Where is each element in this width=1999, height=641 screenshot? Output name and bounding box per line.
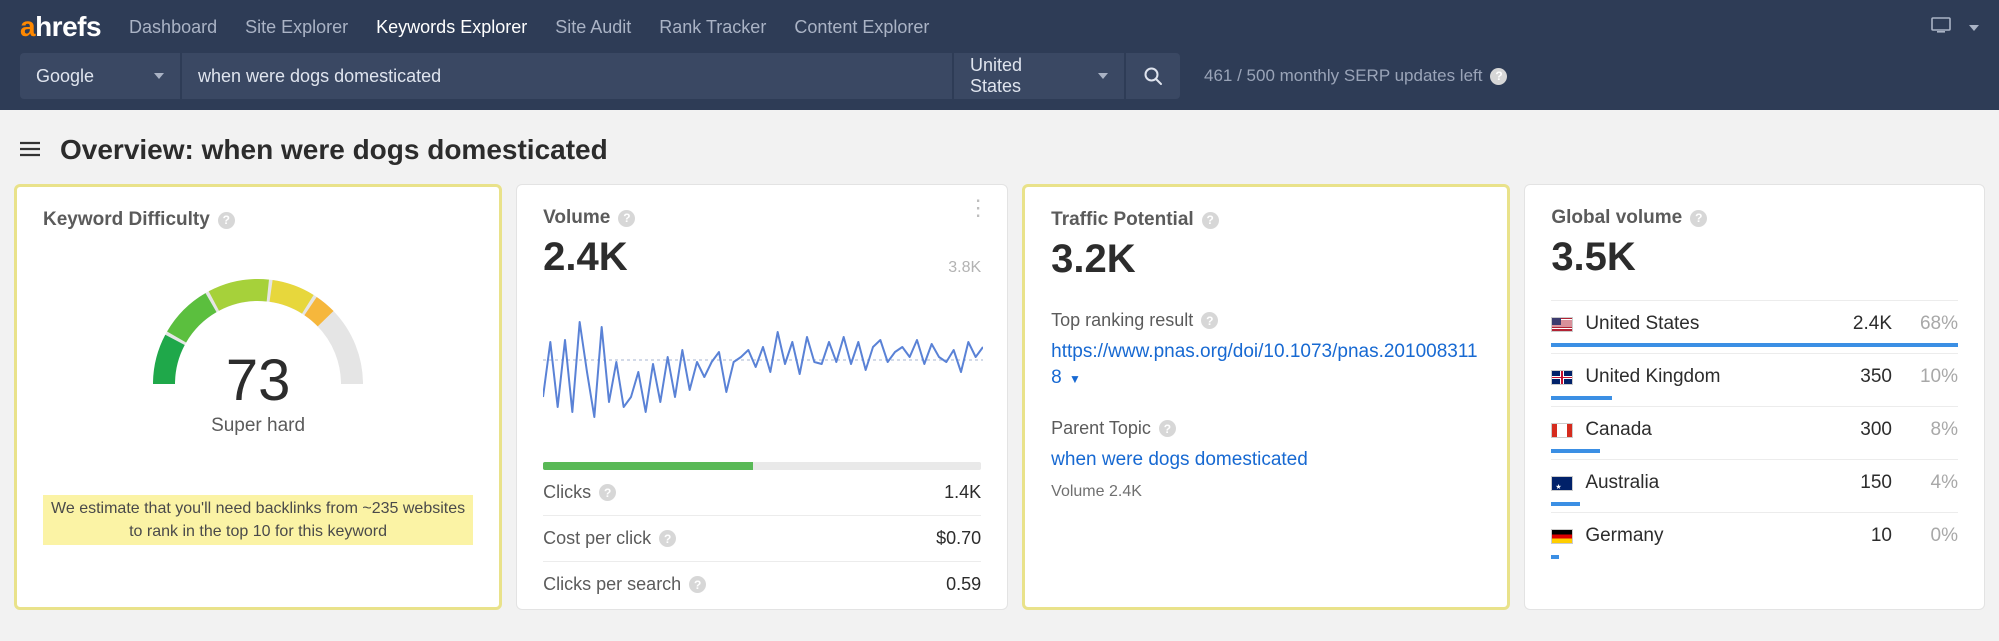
volume-max-label: 3.8K (948, 259, 981, 277)
kd-label: Super hard (43, 415, 473, 437)
top-ranking-label: Top ranking result ? (1051, 310, 1481, 331)
parent-topic-link[interactable]: when were dogs domesticated (1051, 447, 1481, 473)
help-icon[interactable]: ? (618, 210, 635, 227)
country-name: Germany (1585, 525, 1820, 547)
global-volume-list: United States 2.4K 68% United Kingdom 35… (1551, 300, 1958, 565)
top-ranking-url[interactable]: https://www.pnas.org/doi/10.1073/pnas.20… (1051, 339, 1481, 390)
nav-item[interactable]: Keywords Explorer (376, 17, 527, 38)
country-value: United States (970, 55, 1058, 97)
help-icon[interactable]: ? (1490, 68, 1507, 85)
flag-icon (1551, 370, 1573, 385)
country-name: United States (1585, 313, 1820, 335)
overview-cards: Keyword Difficulty ? 73 Super hard We es… (0, 184, 1999, 610)
search-icon (1143, 66, 1163, 86)
country-volume: 2.4K (1832, 313, 1892, 335)
chevron-down-icon (154, 73, 164, 79)
card-title: Keyword Difficulty ? (43, 209, 473, 231)
workspace-icon[interactable] (1931, 17, 1951, 38)
account-menu-caret[interactable] (1969, 18, 1979, 36)
country-volume: 300 (1832, 419, 1892, 441)
search-engine-select[interactable]: Google (20, 53, 180, 99)
menu-toggle-icon[interactable] (20, 137, 40, 163)
metric-label: Clicks per search? (543, 574, 706, 595)
country-name: Canada (1585, 419, 1820, 441)
kd-estimate-note: We estimate that you'll need backlinks f… (43, 495, 473, 545)
help-icon[interactable]: ? (659, 530, 676, 547)
flag-icon (1551, 423, 1573, 438)
metric-label: Cost per click? (543, 528, 676, 549)
flag-icon (1551, 317, 1573, 332)
country-percent: 68% (1904, 313, 1958, 335)
country-volume: 150 (1832, 472, 1892, 494)
nav-item[interactable]: Site Explorer (245, 17, 348, 38)
metric-value: 1.4K (944, 482, 981, 503)
global-volume-value: 3.5K (1551, 235, 1958, 280)
nav-item[interactable]: Site Audit (555, 17, 631, 38)
clicks-share-bar (543, 462, 981, 470)
parent-topic-label: Parent Topic ? (1051, 418, 1481, 439)
help-icon[interactable]: ? (218, 212, 235, 229)
country-name: United Kingdom (1585, 366, 1820, 388)
metric-row: Clicks per search? 0.59 (543, 562, 981, 607)
card-title: Volume ? (543, 207, 981, 229)
traffic-potential-card: Traffic Potential ? 3.2K Top ranking res… (1022, 184, 1510, 610)
global-volume-row[interactable]: Canada 300 8% (1551, 406, 1958, 459)
kd-score: 73 (43, 347, 473, 414)
help-icon[interactable]: ? (1201, 312, 1218, 329)
metric-value: 0.59 (946, 574, 981, 595)
help-icon[interactable]: ? (1202, 212, 1219, 229)
traffic-potential-value: 3.2K (1051, 237, 1481, 282)
chevron-down-icon: ▼ (1069, 372, 1081, 386)
metric-row: Clicks? 1.4K (543, 470, 981, 516)
help-icon[interactable]: ? (1159, 420, 1176, 437)
parent-topic-volume: Volume 2.4K (1051, 483, 1481, 501)
country-percent: 8% (1904, 419, 1958, 441)
overview-header: Overview: when were dogs domesticated (0, 110, 1999, 184)
country-volume: 350 (1832, 366, 1892, 388)
volume-card: Volume ? ⋮ 2.4K 3.8K Clicks? 1.4K Cost per… (516, 184, 1008, 610)
nav-item[interactable]: Rank Tracker (659, 17, 766, 38)
global-volume-row[interactable]: Australia 150 4% (1551, 459, 1958, 512)
chevron-down-icon (1098, 73, 1108, 79)
flag-icon (1551, 476, 1573, 491)
volume-value: 2.4K (543, 235, 981, 280)
search-engine-value: Google (36, 66, 94, 87)
country-percent: 0% (1904, 525, 1958, 547)
keyword-input-wrap (182, 53, 952, 99)
brand-logo: ahrefs (20, 11, 101, 43)
card-title: Traffic Potential ? (1051, 209, 1481, 231)
nav-item[interactable]: Dashboard (129, 17, 217, 38)
help-icon[interactable]: ? (689, 576, 706, 593)
keyword-input[interactable] (198, 66, 936, 87)
global-volume-row[interactable]: Germany 10 0% (1551, 512, 1958, 565)
card-menu-icon[interactable]: ⋮ (967, 205, 989, 211)
global-volume-row[interactable]: United States 2.4K 68% (1551, 300, 1958, 353)
metric-row: Cost per click? $0.70 (543, 516, 981, 562)
metric-value: $0.70 (936, 528, 981, 549)
page-title: Overview: when were dogs domesticated (60, 134, 608, 166)
volume-sparkline (543, 302, 981, 452)
help-icon[interactable]: ? (1690, 210, 1707, 227)
serp-updates-remaining: 461 / 500 monthly SERP updates left ? (1204, 66, 1507, 86)
nav-item[interactable]: Content Explorer (794, 17, 929, 38)
country-name: Australia (1585, 472, 1820, 494)
help-icon[interactable]: ? (599, 484, 616, 501)
country-percent: 4% (1904, 472, 1958, 494)
card-title: Global volume ? (1551, 207, 1958, 229)
search-bar: Google United States 461 / 500 monthly S… (0, 54, 1999, 110)
kd-gauge: 73 Super hard (43, 259, 473, 459)
global-volume-card: Global volume ? 3.5K United States 2.4K … (1524, 184, 1985, 610)
search-button[interactable] (1126, 53, 1180, 99)
keyword-difficulty-card: Keyword Difficulty ? 73 Super hard We es… (14, 184, 502, 610)
top-navbar: ahrefs Dashboard Site Explorer Keywords Ex… (0, 0, 1999, 54)
country-volume: 10 (1832, 525, 1892, 547)
country-percent: 10% (1904, 366, 1958, 388)
flag-icon (1551, 529, 1573, 544)
country-select[interactable]: United States (954, 53, 1124, 99)
metric-label: Clicks? (543, 482, 616, 503)
global-volume-row[interactable]: United Kingdom 350 10% (1551, 353, 1958, 406)
primary-nav: Dashboard Site Explorer Keywords Explorer S… (129, 17, 1931, 38)
